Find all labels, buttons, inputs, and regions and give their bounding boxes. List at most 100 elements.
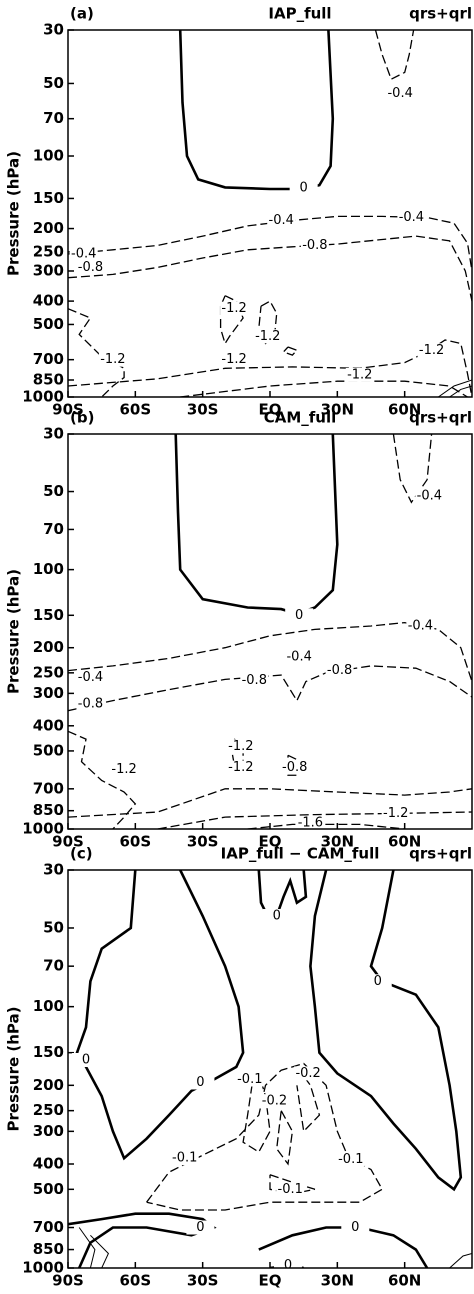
contour-label: -0.8 (282, 760, 307, 775)
label-gap (294, 1066, 323, 1081)
contour-label: -0.8 (78, 260, 103, 275)
y-tick-label: 150 (33, 606, 64, 624)
label-gap (417, 343, 446, 358)
contour-line (276, 1110, 294, 1166)
label-gap (235, 1072, 264, 1087)
y-axis-label: Pressure (hPa) (5, 569, 23, 694)
contour-label: -0.4 (417, 488, 442, 503)
contour-line (90, 1234, 109, 1268)
contour-label: -1.2 (228, 760, 253, 775)
y-tick-label: 250 (33, 663, 64, 681)
contour-line (392, 434, 433, 504)
contour-label: -0.4 (399, 210, 424, 225)
contour-line (180, 380, 468, 397)
label-gap (336, 1152, 365, 1167)
contour-line (178, 30, 335, 191)
contour-label: -1.2 (221, 352, 246, 367)
contours: -0.40-0.4 -0.4-0.8-0.4-0.8-1.2-1.2-1.2 -1.… (68, 30, 472, 397)
label-gap (300, 238, 329, 253)
label-gap (226, 760, 255, 775)
label-gap (76, 697, 105, 712)
contour-label: 0 (82, 1052, 90, 1067)
contour-line (174, 434, 339, 616)
y-tick-label: 500 (33, 741, 64, 759)
label-gap (285, 649, 314, 664)
label-gap (415, 488, 444, 503)
contour-label: -0.8 (78, 697, 103, 712)
y-tick-label: 50 (43, 74, 64, 92)
label-gap (253, 329, 282, 344)
y-axis-label: Pressure (hPa) (5, 1007, 23, 1132)
label-gap (110, 762, 139, 777)
contour-label: -1.2 (383, 806, 408, 821)
contour-label: -1.2 (221, 301, 246, 316)
y-tick-label: 1000 (22, 1259, 64, 1277)
label-gap (296, 816, 325, 829)
label-gap (285, 608, 314, 623)
x-tick-label: 60S (119, 401, 151, 419)
contour-line (242, 1073, 271, 1153)
y-tick-label: 150 (33, 189, 64, 207)
x-tick-label: 30N (321, 833, 354, 851)
panel-title: IAP_full − CAM_full (221, 845, 380, 863)
contour-label: -0.8 (242, 673, 267, 688)
y-tick-label: 70 (43, 520, 64, 538)
contour-label: 0 (351, 1220, 359, 1235)
y-tick-label: 100 (33, 147, 64, 165)
label-gap (186, 1075, 215, 1090)
label-gap (289, 181, 318, 196)
label-gap (240, 673, 269, 688)
contour-label: -1.2 (100, 352, 125, 367)
label-gap (186, 1220, 215, 1235)
contour-label: 0 (284, 1258, 292, 1273)
label-gap (76, 260, 105, 275)
y-tick-label: 50 (43, 482, 64, 500)
y-tick-label: 850 (33, 1240, 64, 1258)
x-tick-label: 60N (388, 1272, 421, 1290)
label-gap (363, 974, 392, 989)
label-gap (345, 367, 374, 382)
label-gap (262, 909, 291, 924)
contour-label: -1.2 (255, 329, 280, 344)
label-gap (170, 1151, 199, 1166)
x-tick-label: 60N (388, 401, 421, 419)
y-tick-label: 1000 (22, 820, 64, 838)
y-tick-label: 200 (33, 1076, 64, 1094)
label-gap (341, 1220, 370, 1235)
y-tick-label: 150 (33, 1043, 64, 1061)
y-tick-label: 850 (33, 801, 64, 819)
contour-label: -0.4 (408, 619, 433, 634)
y-tick-label: 400 (33, 1154, 64, 1172)
contour-label: -0.1 (278, 1182, 303, 1197)
x-tick-label: 90S (52, 401, 84, 419)
y-tick-label: 300 (33, 1122, 64, 1140)
contour-line (282, 346, 299, 356)
label-gap (325, 663, 354, 678)
contour-line (146, 1062, 384, 1211)
y-tick-label: 30 (43, 425, 64, 443)
label-gap (220, 352, 249, 367)
y-tick-label: 250 (33, 1101, 64, 1119)
y-tick-label: 50 (43, 918, 64, 936)
y-tick-label: 30 (43, 861, 64, 879)
label-gap (69, 246, 98, 261)
y-tick-label: 850 (33, 370, 64, 388)
contour-label: 0 (300, 181, 308, 196)
contour-label: -0.1 (172, 1151, 197, 1166)
contour-line (449, 1253, 472, 1268)
label-gap (76, 670, 105, 685)
y-tick-label: 700 (33, 779, 64, 797)
panel-label: (c) (70, 845, 93, 863)
contour-label: -1.2 (347, 367, 372, 382)
label-gap (220, 301, 249, 316)
contour-label: -0.2 (295, 1066, 320, 1081)
y-axis-label: Pressure (hPa) (5, 151, 23, 276)
panel-variable: qrs+qrl (409, 845, 472, 863)
contour-line (438, 379, 472, 397)
y-tick-label: 70 (43, 109, 64, 127)
x-tick-label: 30S (187, 1272, 219, 1290)
contour-label: -0.4 (269, 213, 294, 228)
panel-title: CAM_full (264, 409, 337, 427)
x-tick-label: 90S (52, 1272, 84, 1290)
